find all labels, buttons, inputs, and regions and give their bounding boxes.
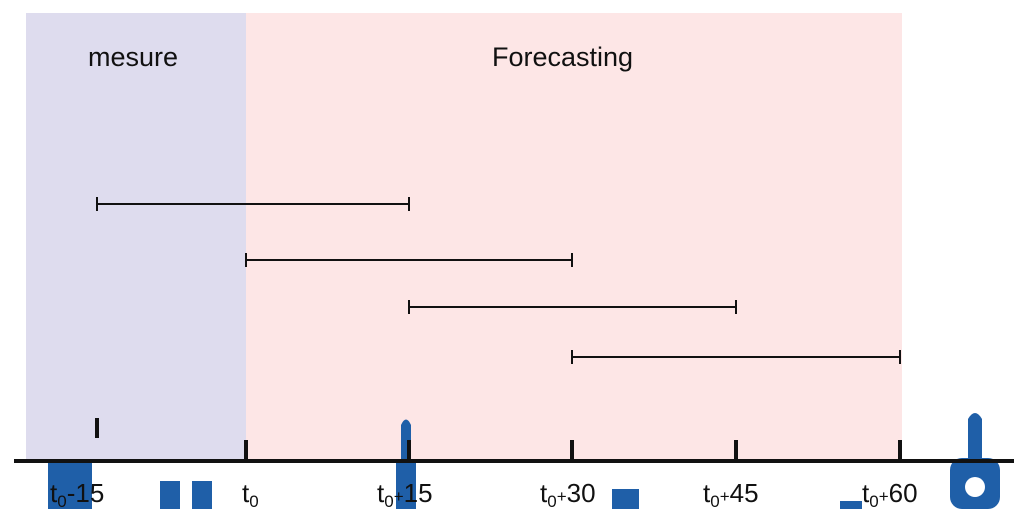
tick-label: t0+30 (540, 478, 596, 511)
decor-spike-1-base (396, 461, 416, 509)
forecast-label: Forecasting (492, 42, 634, 72)
tick-label: t0+45 (703, 478, 759, 511)
decor-block-1 (48, 462, 92, 509)
decor-block-2 (160, 481, 180, 509)
decor-block-3 (192, 481, 212, 509)
forecast-window-bar (245, 253, 573, 267)
tick-label: t0-15 (50, 478, 105, 511)
tick-label: t0 (242, 478, 259, 511)
tick-label: t0+60 (862, 478, 918, 511)
forecast-window-bar (571, 350, 901, 364)
forecast-window-bar (408, 300, 737, 314)
tick-label: t0+15 (377, 478, 433, 511)
axis-ticks (95, 418, 902, 461)
decor-block-5 (840, 501, 862, 509)
measure-region (26, 13, 246, 461)
decor-spike-2 (968, 413, 982, 462)
measure-label: mesure (88, 42, 179, 72)
forecast-window-bar (96, 197, 410, 211)
background-decoration (48, 413, 1000, 509)
decor-ring-hole (965, 477, 985, 497)
decor-block-4 (612, 489, 639, 509)
forecast-windows (96, 197, 901, 364)
forecast-region (246, 13, 902, 461)
